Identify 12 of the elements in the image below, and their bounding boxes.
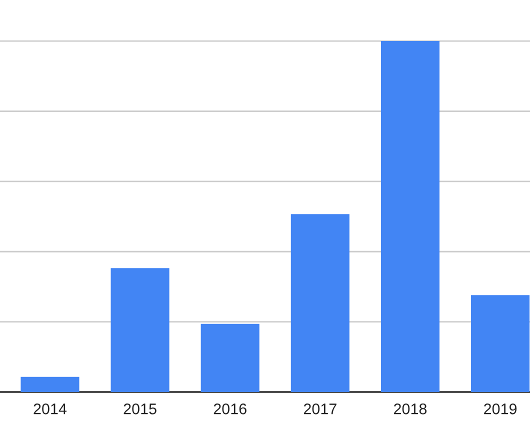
- x-tick-label: 2016: [214, 404, 246, 414]
- x-tick-label: 2018: [394, 404, 427, 414]
- x-tick-label: 2014: [34, 404, 67, 414]
- bar: [20, 376, 80, 392]
- bar: [200, 324, 260, 392]
- bar: [471, 295, 530, 392]
- x-tick-label: 2015: [124, 404, 156, 414]
- x-tick-label: 2019: [484, 404, 517, 414]
- bar: [380, 41, 440, 392]
- bar: [110, 268, 170, 392]
- bar: [290, 214, 350, 392]
- x-tick-label: 2017: [304, 404, 336, 414]
